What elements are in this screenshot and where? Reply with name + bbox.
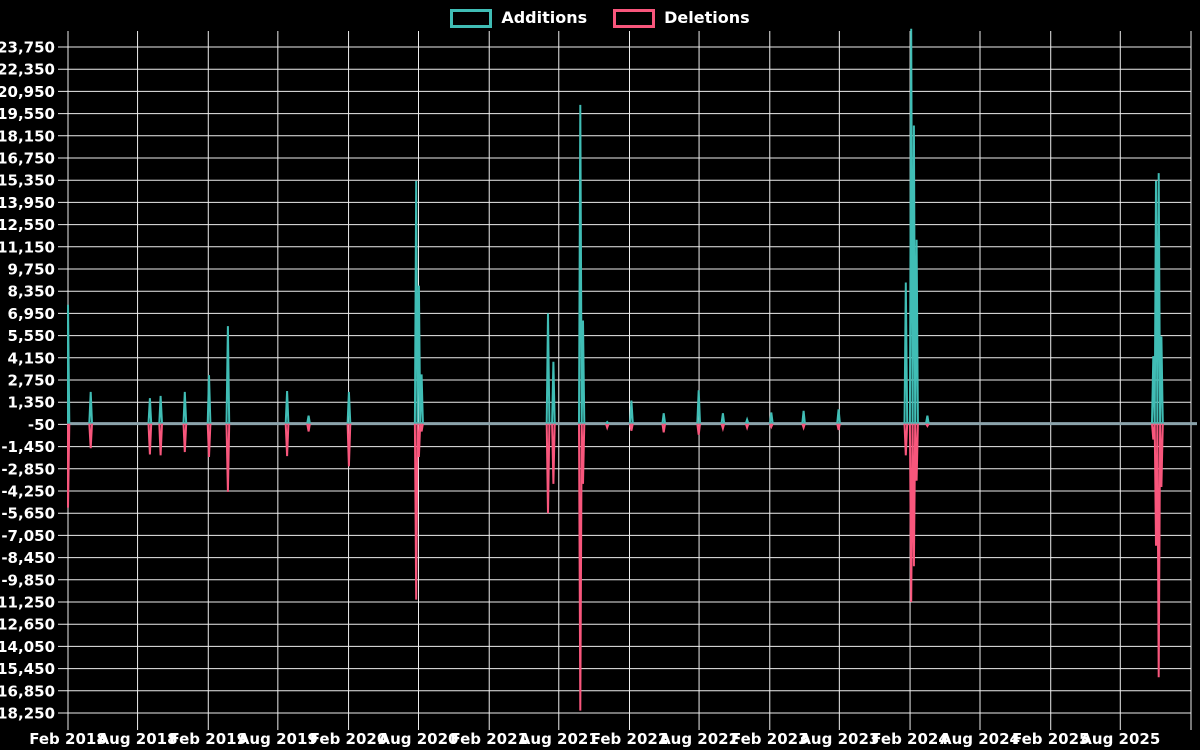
y-tick-label: 16,750	[0, 150, 55, 168]
y-tick-label: 22,350	[0, 61, 55, 79]
x-tick-label: Feb 2023	[731, 730, 809, 748]
y-tick-label: -7,050	[1, 527, 55, 545]
y-tick-label: -12,650	[0, 616, 55, 634]
y-tick-label: -15,450	[0, 660, 55, 678]
y-tick-label: -5,650	[1, 505, 55, 523]
y-tick-label: -14,050	[0, 638, 55, 656]
y-tick-label: 12,550	[0, 216, 55, 234]
x-tick-label: Aug 2020	[379, 730, 459, 748]
x-tick-label: Feb 2024	[871, 730, 949, 748]
y-tick-label: 4,150	[8, 349, 55, 367]
x-tick-label: Feb 2025	[1012, 730, 1090, 748]
y-tick-label: 1,350	[8, 394, 55, 412]
y-tick-label: -8,450	[1, 549, 55, 567]
y-tick-label: -11,250	[0, 594, 55, 612]
x-tick-label: Feb 2019	[170, 730, 248, 748]
x-tick-label: Aug 2023	[799, 730, 879, 748]
additions-legend-label: Additions	[501, 8, 588, 27]
legend-item-deletions[interactable]: Deletions	[613, 8, 750, 28]
y-tick-label: -16,850	[0, 682, 55, 700]
deletions-legend-label: Deletions	[664, 8, 750, 27]
x-tick-label: Aug 2019	[238, 730, 318, 748]
deletions-swatch-icon	[613, 8, 656, 28]
x-tick-label: Feb 2021	[450, 730, 528, 748]
y-tick-label: -4,250	[1, 483, 55, 501]
legend-item-additions[interactable]: Additions	[450, 8, 587, 28]
y-tick-label: 19,550	[0, 105, 55, 123]
x-tick-label: Feb 2022	[591, 730, 669, 748]
y-tick-label: 15,350	[0, 172, 55, 190]
x-tick-label: Aug 2025	[1080, 730, 1160, 748]
y-tick-label: 6,950	[8, 305, 55, 323]
y-tick-label: 8,350	[8, 283, 55, 301]
x-tick-label: Aug 2024	[940, 730, 1020, 748]
x-tick-label: Feb 2020	[310, 730, 388, 748]
chart-legend: Additions Deletions	[0, 8, 1200, 28]
additions-swatch-icon	[450, 8, 493, 28]
x-tick-label: Feb 2018	[29, 730, 107, 748]
y-tick-label: 23,750	[0, 39, 55, 57]
y-tick-label: 13,950	[0, 194, 55, 212]
y-tick-label: 18,150	[0, 127, 55, 145]
additions-line	[67, 28, 1164, 425]
y-tick-label: 11,150	[0, 238, 55, 256]
y-tick-label: 20,950	[0, 83, 55, 101]
y-tick-label: 2,750	[8, 372, 55, 390]
y-tick-label: -18,250	[0, 705, 55, 723]
deletions-line	[67, 423, 1164, 711]
y-tick-label: -50	[28, 416, 55, 434]
y-tick-label: -1,450	[1, 438, 55, 456]
x-tick-label: Aug 2018	[98, 730, 178, 748]
x-tick-label: Aug 2022	[659, 730, 739, 748]
y-tick-label: 9,750	[8, 261, 55, 279]
x-tick-label: Aug 2021	[519, 730, 599, 748]
y-tick-label: -2,850	[1, 460, 55, 478]
y-tick-label: 5,550	[8, 327, 55, 345]
y-tick-label: -9,850	[1, 571, 55, 589]
